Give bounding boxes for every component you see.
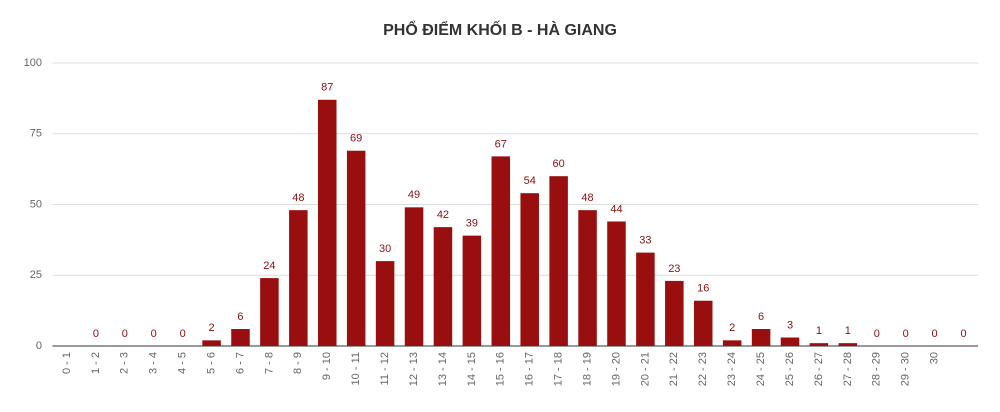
bar bbox=[491, 156, 511, 346]
value-label: 2 bbox=[209, 322, 215, 334]
y-tick-label: 25 bbox=[30, 269, 42, 281]
x-tick-label: 11 - 12 bbox=[379, 352, 391, 385]
value-label: 30 bbox=[379, 243, 391, 255]
x-tick-label: 12 - 13 bbox=[408, 352, 420, 386]
value-label: 87 bbox=[321, 82, 333, 94]
x-tick-label: 23 - 24 bbox=[726, 352, 738, 386]
x-tick-label: 15 - 16 bbox=[495, 352, 507, 386]
bar bbox=[462, 235, 482, 346]
value-label: 16 bbox=[697, 283, 709, 295]
bar bbox=[520, 193, 539, 346]
bar bbox=[318, 99, 337, 346]
value-label: 54 bbox=[524, 175, 536, 187]
x-tick-label: 29 - 30 bbox=[900, 352, 912, 386]
x-tick-label: 20 - 21 bbox=[639, 352, 651, 386]
y-tick-label: 75 bbox=[30, 128, 42, 140]
x-tick-label: 22 - 23 bbox=[697, 352, 709, 386]
value-label: 0 bbox=[874, 328, 880, 340]
x-tick-label: 2 - 3 bbox=[119, 352, 131, 374]
value-label: 0 bbox=[960, 328, 966, 340]
value-label: 0 bbox=[122, 328, 128, 340]
value-label: 44 bbox=[610, 203, 622, 215]
bar bbox=[375, 261, 395, 346]
x-tick-label: 30 bbox=[929, 352, 941, 364]
bar bbox=[751, 329, 771, 346]
bar bbox=[549, 176, 568, 346]
value-label: 39 bbox=[466, 218, 478, 230]
bar bbox=[404, 207, 424, 346]
x-tick-label: 6 - 7 bbox=[234, 352, 246, 374]
bar bbox=[722, 340, 742, 346]
x-tick-label: 24 - 25 bbox=[755, 352, 767, 386]
bar bbox=[636, 252, 655, 346]
x-tick-label: 28 - 29 bbox=[871, 352, 883, 386]
x-tick-label: 17 - 18 bbox=[553, 352, 565, 386]
bar bbox=[578, 210, 597, 346]
value-label: 1 bbox=[845, 325, 851, 337]
x-tick-label: 27 - 28 bbox=[842, 352, 854, 386]
x-tick-label: 8 - 9 bbox=[292, 352, 304, 374]
x-tick-label: 18 - 19 bbox=[581, 352, 593, 386]
x-tick-label: 4 - 5 bbox=[177, 352, 189, 374]
bar bbox=[838, 343, 858, 346]
x-tick-label: 10 - 11 bbox=[350, 352, 362, 385]
bar bbox=[346, 150, 366, 346]
bar bbox=[433, 227, 453, 346]
value-label: 3 bbox=[787, 319, 793, 331]
value-label: 2 bbox=[729, 322, 735, 334]
bar bbox=[231, 329, 250, 346]
value-label: 1 bbox=[816, 325, 822, 337]
x-tick-label: 26 - 27 bbox=[813, 352, 825, 386]
y-tick-label: 100 bbox=[24, 57, 42, 69]
bar bbox=[809, 343, 829, 346]
value-label: 42 bbox=[437, 209, 449, 221]
x-tick-label: 5 - 6 bbox=[205, 352, 217, 374]
x-tick-label: 13 - 14 bbox=[437, 352, 449, 386]
value-label: 69 bbox=[350, 133, 362, 145]
value-label: 67 bbox=[495, 138, 507, 150]
value-label: 0 bbox=[151, 328, 157, 340]
value-label: 0 bbox=[932, 328, 938, 340]
value-label: 48 bbox=[292, 192, 304, 204]
value-label: 49 bbox=[408, 189, 420, 201]
x-tick-label: 25 - 26 bbox=[784, 352, 796, 386]
x-tick-label: 7 - 8 bbox=[263, 352, 275, 374]
bar bbox=[693, 300, 713, 346]
value-label: 48 bbox=[581, 192, 593, 204]
value-label: 0 bbox=[93, 328, 99, 340]
value-label: 0 bbox=[180, 328, 186, 340]
value-label: 33 bbox=[639, 235, 651, 247]
bar bbox=[202, 340, 221, 346]
x-tick-label: 21 - 22 bbox=[668, 352, 680, 386]
x-tick-label: 19 - 20 bbox=[610, 352, 622, 386]
x-tick-label: 16 - 17 bbox=[524, 352, 536, 386]
x-tick-label: 3 - 4 bbox=[148, 352, 160, 374]
chart-title: PHỔ ĐIỂM KHỐI B - HÀ GIANG bbox=[383, 19, 617, 39]
value-label: 24 bbox=[263, 260, 275, 272]
bar bbox=[607, 221, 626, 346]
value-label: 6 bbox=[758, 311, 764, 323]
value-label: 60 bbox=[553, 158, 565, 170]
x-tick-label: 14 - 15 bbox=[466, 352, 478, 386]
value-label: 0 bbox=[903, 328, 909, 340]
y-tick-label: 50 bbox=[30, 198, 42, 210]
bar bbox=[260, 278, 279, 346]
bar bbox=[665, 280, 684, 346]
x-tick-label: 9 - 10 bbox=[321, 352, 333, 380]
value-label: 23 bbox=[668, 263, 680, 275]
y-tick-label: 0 bbox=[36, 340, 42, 352]
value-label: 6 bbox=[237, 311, 243, 323]
x-tick-label: 0 - 1 bbox=[61, 352, 73, 374]
x-tick-label: 1 - 2 bbox=[90, 352, 102, 374]
bar bbox=[780, 337, 800, 346]
bar bbox=[289, 210, 308, 346]
